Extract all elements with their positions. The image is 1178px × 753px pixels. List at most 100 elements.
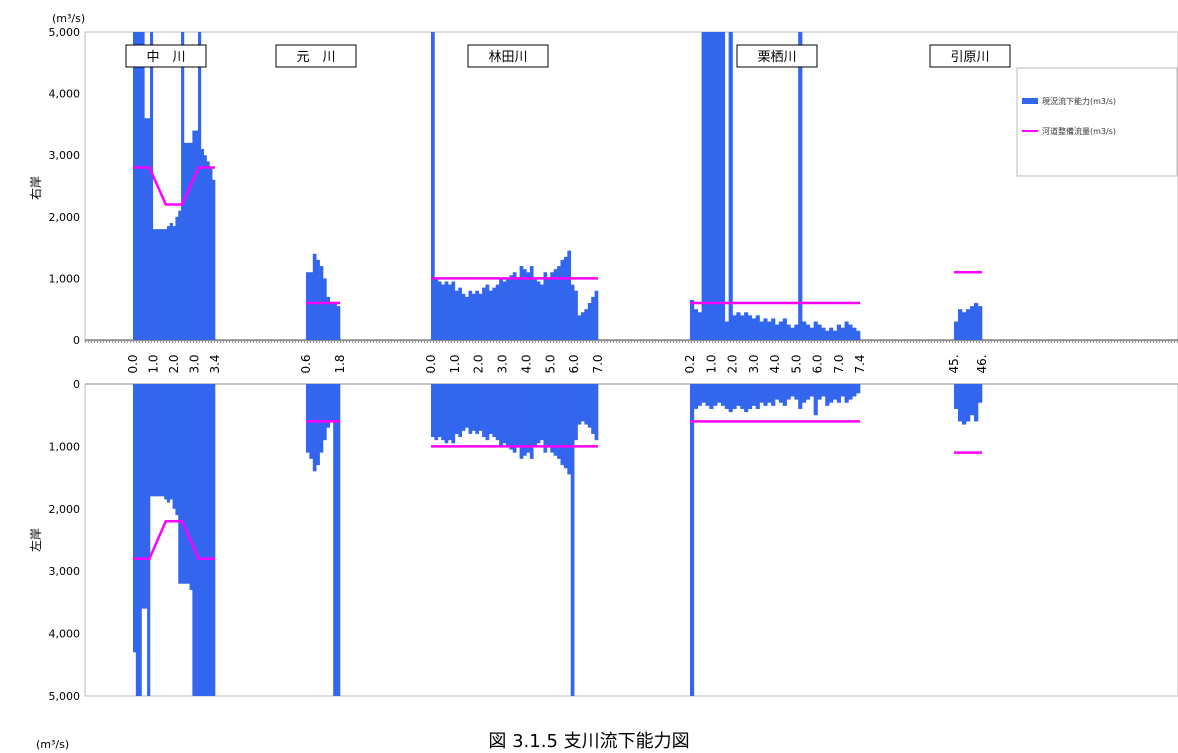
river-name-label: 引原川 [950, 50, 989, 65]
ylabel-bottom: 左岸 [28, 528, 43, 552]
upper-y-axis: 0 1,000 2,000 3,000 4,000 5,000 [49, 26, 81, 347]
legend-label-design: 河道整備流量(m3/s) [1042, 126, 1116, 136]
left-bank-bar [550, 384, 554, 453]
left-bank-bar [740, 384, 745, 409]
right-bank-bar [144, 118, 148, 341]
right-bank-bar [482, 287, 486, 340]
left-bank-bar [468, 384, 473, 434]
right-bank-bar [329, 303, 334, 340]
left-bank-bar [203, 384, 207, 696]
right-bank-bar [543, 272, 548, 340]
river-name-label: 元 川 [296, 50, 335, 65]
right-bank-bar [720, 32, 726, 340]
right-bank-bar [465, 296, 469, 340]
left-bank-bar [465, 384, 469, 428]
left-bank-bar [536, 384, 541, 444]
km-label: 2.0 [726, 354, 740, 373]
river-name-box [929, 44, 1011, 68]
left-bank-bar [786, 384, 791, 400]
right-bank-bar [790, 327, 795, 340]
left-bank-bar [705, 384, 710, 406]
left-bank-bar [475, 384, 480, 434]
unit-top-label: (m³/s) [52, 12, 85, 25]
left-bank-bar [587, 384, 592, 428]
km-label: 0.0 [126, 354, 140, 373]
right-bank-bar [798, 32, 803, 340]
right-bank-bar [147, 118, 151, 341]
lower-tick-label: 2,000 [49, 503, 81, 516]
right-bank-bar [461, 293, 466, 340]
right-bank-bar [141, 32, 145, 340]
right-bank-bar [186, 142, 190, 340]
right-bank-bar [856, 330, 861, 340]
right-bank-bar [744, 312, 749, 340]
upper-plot-frame [84, 31, 1178, 342]
km-label: 45. [947, 354, 961, 373]
right-bank-bar [802, 321, 807, 340]
right-bank-bar [580, 312, 585, 340]
right-bank-bar [954, 321, 959, 340]
right-bank-bar [778, 321, 784, 340]
river-name-box [275, 44, 357, 68]
river-name-label: 林田川 [488, 50, 527, 65]
lower-tick-label: 4,000 [49, 628, 81, 641]
left-bank-bar [693, 384, 699, 409]
left-bank-bar [495, 384, 500, 441]
left-bank-bar [813, 384, 818, 416]
left-bank-bar [840, 384, 845, 397]
right-bank-bar [475, 290, 480, 340]
right-bank-bar [323, 278, 327, 340]
left-bank-bar [856, 384, 861, 394]
left-bank-bar [312, 384, 317, 472]
right-bank-bar [690, 299, 695, 340]
left-bank-bar [778, 384, 784, 403]
right-bank-bar [563, 256, 568, 340]
right-bank-bar [709, 32, 714, 340]
left-bank-bar [958, 384, 963, 422]
left-bank-bar [195, 384, 199, 696]
legend-label-capacity: 現況流下能力(m3/s) [1042, 96, 1116, 106]
right-bank-bar [786, 324, 791, 340]
right-bank-bar [577, 315, 582, 340]
left-bank-bar [763, 384, 768, 406]
right-bank-bar [817, 324, 822, 340]
right-bank-bar [505, 278, 510, 340]
right-bank-bar [540, 284, 544, 340]
left-bank-bar [591, 384, 595, 434]
lower-y-axis: 0 1,000 2,000 3,000 4,000 5,000 [49, 378, 81, 703]
lower-plot-frame [84, 383, 1178, 697]
left-bank-bar [736, 384, 741, 406]
right-bank-bar [574, 290, 578, 340]
right-bank-bar [203, 155, 207, 340]
left-bank-bar [523, 384, 527, 456]
left-bank-bar [844, 384, 849, 403]
left-bank-bar [805, 384, 811, 400]
left-bank-bar [832, 384, 838, 400]
left-bank-bar [697, 384, 702, 406]
right-bank-bar [316, 259, 320, 340]
left-bank-bar [543, 384, 548, 453]
left-bank-bar [200, 384, 204, 696]
right-bank-bar [821, 327, 826, 340]
left-bank-bar [728, 384, 733, 413]
right-bank-bar [848, 324, 853, 340]
right-bank-bar [468, 290, 473, 340]
left-bank-bar [198, 384, 202, 696]
upper-tick-label: 4,000 [49, 88, 81, 101]
river-name-box [125, 44, 207, 68]
left-bank-bar [181, 384, 185, 584]
right-bank-bar [502, 281, 507, 340]
right-bank-bar [567, 250, 572, 340]
right-bank-bar [978, 306, 983, 340]
right-bank-bar [512, 272, 517, 340]
left-bank-bar [516, 384, 520, 447]
right-bank-bar [732, 315, 737, 340]
left-bank-bar [502, 384, 507, 444]
right-bank-bar [333, 303, 337, 340]
left-bank-bar [701, 384, 706, 403]
right-bank-bar [437, 281, 442, 340]
right-bank-bar [747, 315, 753, 340]
left-bank-bar [175, 384, 179, 516]
left-bank-bar [183, 384, 188, 584]
km-label: 7.4 [853, 354, 867, 373]
